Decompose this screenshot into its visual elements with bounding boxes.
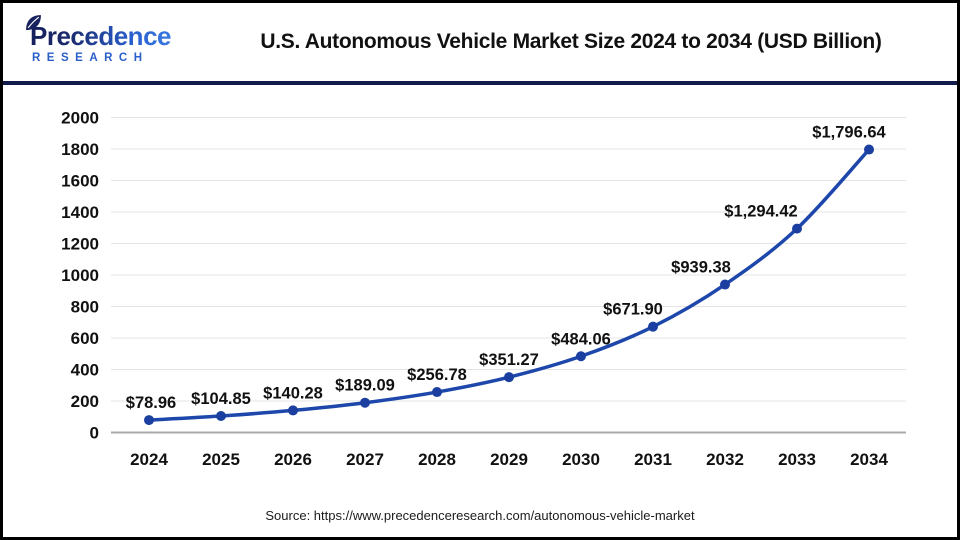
data-point (216, 410, 226, 421)
data-point (648, 321, 658, 332)
data-point (504, 372, 514, 383)
data-label: $351.27 (479, 351, 539, 369)
data-label: $1,796.64 (812, 124, 886, 142)
data-label: $1,294.42 (724, 203, 797, 221)
data-label: $140.28 (263, 384, 323, 402)
svg-text:2034: 2034 (850, 450, 888, 469)
x-axis-labels: 2024 2025 2026 2027 2028 2029 2030 2031 2032 2033… (130, 450, 888, 469)
y-axis-labels: 0 200 400 600 800 1000 1200 1400 1600 1800 2000 (61, 109, 99, 443)
precedence-research-logo: Precedence RESEARCH (26, 14, 189, 64)
chart-area: 0 200 400 600 800 1000 1200 1400 1600 1800 2000 202… (3, 85, 957, 495)
svg-text:2033: 2033 (778, 450, 816, 469)
svg-text:2028: 2028 (418, 450, 456, 469)
svg-text:2026: 2026 (274, 450, 312, 469)
data-series-line (147, 147, 871, 422)
svg-text:0: 0 (90, 424, 99, 443)
svg-text:200: 200 (71, 392, 99, 411)
source-citation: Source: https://www.precedenceresearch.c… (265, 508, 695, 523)
data-point (792, 223, 802, 234)
svg-text:1000: 1000 (61, 266, 99, 285)
data-point (432, 387, 442, 398)
svg-text:2024: 2024 (130, 450, 168, 469)
data-label: $484.06 (551, 330, 611, 348)
data-label: $78.96 (126, 394, 176, 412)
data-point (360, 397, 370, 408)
svg-text:2032: 2032 (706, 450, 744, 469)
svg-text:1400: 1400 (61, 203, 99, 222)
data-label: $189.09 (335, 377, 395, 395)
svg-text:1200: 1200 (61, 235, 99, 254)
svg-text:2000: 2000 (61, 109, 99, 128)
data-point (144, 415, 154, 426)
header: Precedence RESEARCH U.S. Autonomous Vehi… (3, 3, 957, 85)
data-label: $256.78 (407, 366, 467, 384)
data-point (864, 144, 874, 155)
data-point (720, 279, 730, 290)
chart-title: U.S. Autonomous Vehicle Market Size 2024… (260, 30, 882, 53)
data-point-labels: $78.96 $104.85 $140.28 $189.09 $256.78 $351.2… (126, 124, 887, 413)
data-label: $104.85 (191, 390, 251, 408)
svg-text:600: 600 (71, 329, 99, 348)
svg-text:2027: 2027 (346, 450, 384, 469)
grid-lines (111, 117, 906, 402)
leaf-icon (25, 14, 42, 31)
svg-text:2029: 2029 (490, 450, 528, 469)
svg-text:1600: 1600 (61, 172, 99, 191)
logo-wordmark: Precedence (29, 23, 189, 49)
svg-text:2031: 2031 (634, 450, 672, 469)
svg-text:400: 400 (71, 361, 99, 380)
svg-text:2025: 2025 (202, 450, 240, 469)
data-point (288, 405, 298, 416)
svg-text:800: 800 (71, 298, 99, 317)
data-point (576, 351, 586, 362)
logo-subtitle: RESEARCH (32, 51, 149, 64)
data-points (144, 144, 874, 426)
market-size-line-chart: 0 200 400 600 800 1000 1200 1400 1600 1800 2000 202… (61, 109, 906, 469)
svg-text:1800: 1800 (61, 140, 99, 159)
data-label: $939.38 (671, 259, 731, 277)
data-label: $671.90 (603, 301, 663, 319)
svg-text:2030: 2030 (562, 450, 600, 469)
